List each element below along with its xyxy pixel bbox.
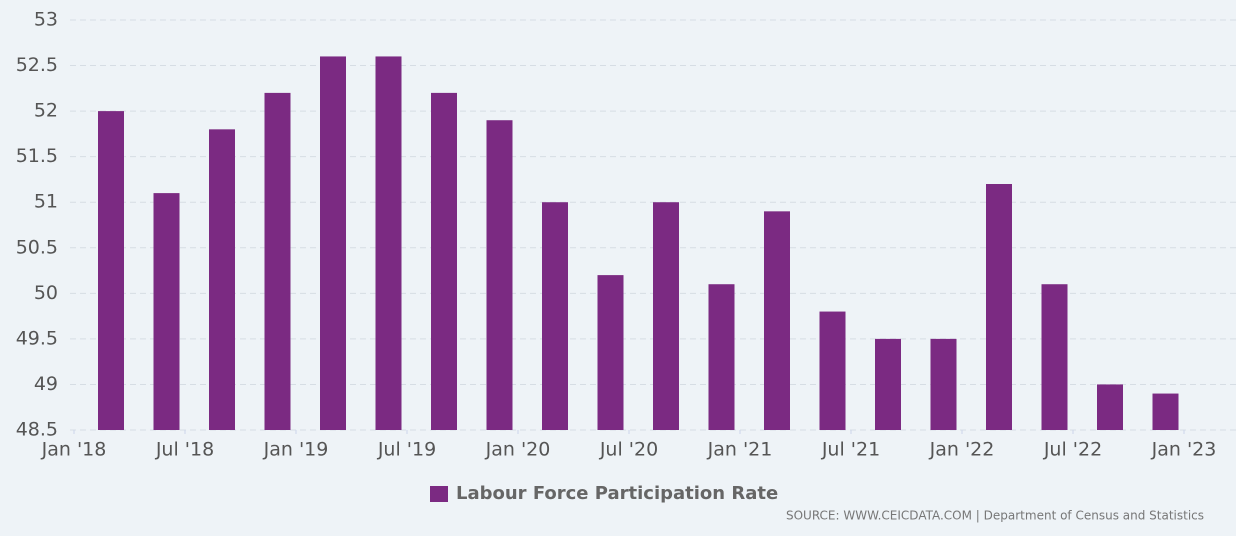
- x-tick-label: Jan '23: [1151, 439, 1217, 461]
- x-tick-label: Jan '21: [707, 439, 773, 461]
- bar: [764, 211, 790, 430]
- x-tick-label: Jan '19: [263, 439, 329, 461]
- x-tick-label: Jan '22: [929, 439, 995, 461]
- x-tick-label: Jul '22: [1043, 439, 1102, 461]
- bar: [375, 56, 402, 430]
- y-tick-label: 49: [34, 373, 58, 395]
- y-tick-label: 50: [34, 282, 58, 304]
- bar: [264, 92, 291, 430]
- bar: [98, 111, 124, 430]
- bar: [597, 275, 624, 430]
- source: SOURCE: WWW.CEICDATA.COM | Department of…: [786, 509, 1204, 523]
- bar: [819, 311, 846, 430]
- y-tick-label: 53: [34, 9, 58, 31]
- bar: [320, 56, 346, 430]
- x-tick-label: Jul '21: [821, 439, 880, 461]
- y-tick-label: 51: [34, 191, 58, 213]
- bar: [653, 202, 679, 430]
- bar: [542, 202, 568, 430]
- y-tick-label: 48.5: [16, 419, 58, 441]
- x-tick-label: Jul '18: [155, 439, 214, 461]
- bar: [1152, 393, 1179, 430]
- x-tick-label: Jul '20: [599, 439, 658, 461]
- bar: [153, 193, 180, 430]
- bar: [209, 129, 235, 431]
- y-tick-label: 52: [34, 100, 58, 122]
- bar: [1097, 384, 1123, 430]
- x-tick-label: Jan '20: [485, 439, 551, 461]
- y-tick-label: 50.5: [16, 236, 58, 258]
- y-tick-label: 52.5: [16, 54, 58, 76]
- legend-label: Labour Force Participation Rate: [456, 483, 778, 504]
- bar: [930, 338, 957, 430]
- bar: [875, 338, 901, 430]
- y-tick-label: 49.5: [16, 327, 58, 349]
- bar: [1041, 284, 1068, 430]
- x-tick-label: Jan '18: [41, 439, 107, 461]
- bar: [431, 92, 457, 430]
- bar: [986, 184, 1012, 430]
- legend-swatch: [430, 486, 448, 502]
- bar: [486, 120, 513, 430]
- y-tick-label: 51.5: [16, 145, 58, 167]
- x-tick-label: Jul '19: [377, 439, 436, 461]
- bar: [708, 284, 735, 430]
